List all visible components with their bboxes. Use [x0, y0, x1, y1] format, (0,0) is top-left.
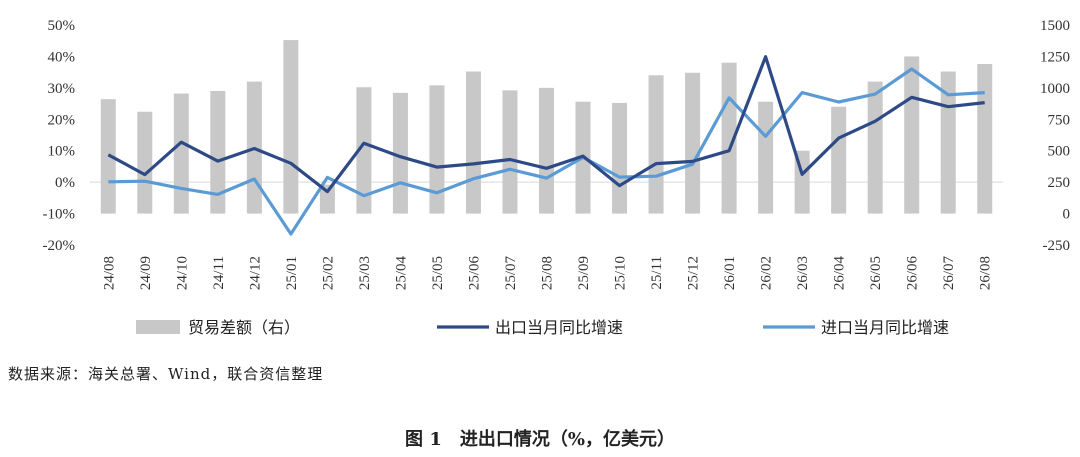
legend-label: 出口当月同比增速 [495, 318, 623, 337]
x-axis-ticks: 24/08 24/09 24/10 24/11 24/12 25/01 25/02 25/03… [101, 256, 993, 291]
trade-balance-bar [539, 87, 554, 214]
x-tick-label: 24/09 [138, 256, 154, 290]
trade-balance-bar [210, 91, 226, 214]
x-tick-label: 25/11 [649, 256, 665, 290]
trade-balance-bar [648, 75, 664, 214]
legend-label: 贸易差额（右） [188, 318, 300, 337]
legend-label: 进口当月同比增速 [821, 318, 949, 337]
left-tick-label: -20% [43, 238, 76, 254]
x-tick-label: 25/01 [284, 256, 300, 290]
x-tick-label: 26/01 [722, 256, 738, 290]
trade-balance-bar [612, 102, 628, 214]
legend-item-trade-balance: 贸易差额（右） [136, 318, 300, 337]
legend-item-import: 进口当月同比增速 [763, 318, 949, 337]
legend-item-export: 出口当月同比增速 [437, 318, 623, 337]
x-tick-label: 25/04 [393, 256, 409, 291]
trade-balance-bar [867, 81, 883, 214]
right-axis-ticks: -250 0 250 500 750 1000 1250 1500 [1040, 18, 1070, 254]
x-tick-label: 25/07 [503, 256, 519, 291]
x-tick-label: 26/05 [868, 256, 884, 290]
right-tick-label: -250 [1043, 238, 1071, 254]
left-tick-label: 20% [48, 112, 76, 128]
trade-balance-bar [502, 90, 518, 214]
left-tick-label: 40% [48, 49, 76, 65]
right-tick-label: 1000 [1040, 81, 1070, 97]
x-tick-label: 26/03 [795, 256, 811, 290]
x-tick-label: 25/09 [576, 256, 592, 290]
trade-balance-bar [758, 101, 774, 214]
data-source-note: 数据来源：海关总署、Wind，联合资信整理 [8, 365, 324, 383]
left-tick-label: 50% [48, 18, 76, 34]
left-tick-label: 30% [48, 81, 76, 97]
x-tick-label: 25/10 [613, 256, 629, 290]
right-tick-label: 750 [1048, 112, 1071, 128]
x-tick-label: 25/03 [357, 256, 373, 290]
x-tick-label: 26/04 [832, 256, 848, 291]
trade-balance-bar [685, 72, 701, 214]
legend-swatch [136, 320, 180, 334]
x-tick-label: 25/05 [430, 256, 446, 290]
trade-balance-bar [356, 87, 372, 214]
x-tick-label: 24/10 [174, 256, 190, 290]
x-tick-label: 24/11 [211, 256, 227, 290]
trade-balance-bar [137, 111, 153, 214]
right-tick-label: 250 [1048, 175, 1071, 191]
right-tick-label: 1500 [1040, 18, 1070, 34]
legend: 贸易差额（右） 出口当月同比增速 进口当月同比增速 [136, 318, 949, 337]
trade-balance-bar [831, 106, 847, 214]
trade-balance-bar [465, 71, 481, 214]
export-growth-line [107, 55, 985, 194]
left-tick-label: 10% [48, 144, 76, 160]
trade-balance-bar [977, 63, 993, 214]
trade-balance-bar [173, 93, 189, 214]
figure-caption: 图 1 进出口情况（%，亿美元） [405, 429, 675, 450]
x-tick-label: 24/12 [247, 256, 263, 290]
right-tick-label: 0 [1063, 207, 1071, 223]
right-tick-label: 500 [1048, 144, 1071, 160]
x-tick-label: 25/02 [320, 256, 336, 290]
left-tick-label: 0% [55, 175, 75, 191]
x-tick-label: 26/06 [905, 256, 921, 291]
left-axis-ticks: -20% -10% 0% 10% 20% 30% 40% 50% [43, 18, 76, 254]
x-tick-label: 25/12 [686, 256, 702, 290]
trade-balance-bar [319, 184, 335, 214]
right-tick-label: 1250 [1040, 49, 1070, 65]
x-tick-label: 24/08 [101, 256, 117, 290]
trade-balance-bar [904, 56, 920, 214]
x-tick-label: 26/02 [759, 256, 775, 290]
trade-balance-bar [429, 85, 445, 214]
growth-lines [107, 55, 985, 236]
import-growth-line [108, 67, 985, 236]
x-tick-label: 25/06 [466, 256, 482, 291]
left-tick-label: -10% [43, 207, 76, 223]
x-tick-label: 26/08 [978, 256, 994, 290]
x-tick-label: 26/07 [941, 256, 957, 291]
trade-balance-bar [283, 40, 299, 214]
trade-chart: -20% -10% 0% 10% 20% 30% 40% 50% -250 0 250 500 750… [43, 18, 1071, 337]
x-tick-label: 25/08 [540, 256, 556, 290]
